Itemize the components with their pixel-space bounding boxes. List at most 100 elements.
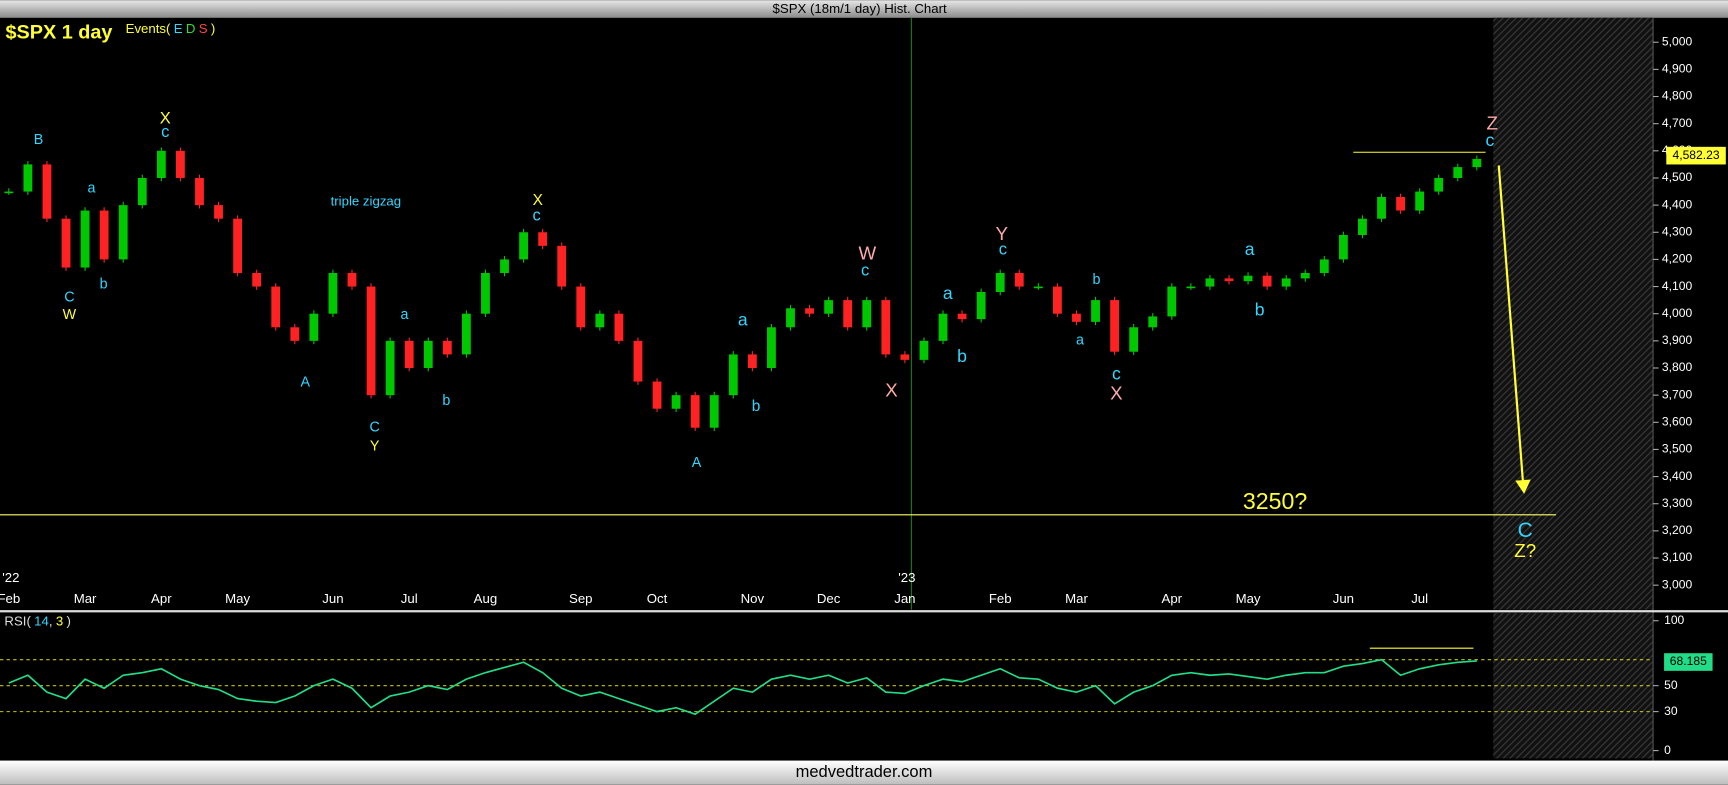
candle [1358,218,1367,235]
candle [252,272,262,287]
wave-label: b [442,393,450,409]
candle [1434,177,1444,192]
candle [519,232,528,260]
wave-label: 3250? [1243,488,1307,514]
x-tick-label: Aug [474,591,498,606]
candle [881,300,891,355]
candle [271,286,281,328]
candle [690,395,700,428]
candle [1033,286,1043,289]
x-tick-label: May [1236,591,1261,606]
events-d: D [186,20,196,35]
x-tick-label: Oct [647,591,668,606]
wave-label: Y [996,223,1009,244]
wave-label: Z? [1514,540,1536,561]
rsi-period: 14 [34,613,49,628]
wave-label: C [1518,519,1533,542]
candle [995,272,1005,292]
wave-label: X [885,379,898,400]
candle [195,177,204,206]
y-tick-label: 3,700 [1662,387,1693,401]
events-close: ) [211,20,215,35]
y-tick-label: 3,000 [1662,577,1693,591]
events-e: E [174,20,183,35]
wave-label: a [738,310,748,330]
wave-label: a [943,283,953,303]
footer-bar [0,760,1728,785]
candle [118,205,128,260]
y-tick-label: 5,000 [1662,34,1693,48]
candle [747,354,757,368]
candle [328,272,338,314]
candle [156,150,166,178]
future-area [1493,612,1654,759]
candle [900,354,910,360]
candle [233,218,243,273]
candle [423,340,433,368]
candle [1148,316,1158,328]
candle [767,327,776,368]
candle [442,340,452,355]
candle [976,291,986,320]
candle [1224,278,1234,282]
candle [500,259,509,273]
candle [61,218,71,268]
wave-label: b [957,346,967,366]
x-tick-label: Jun [322,591,343,606]
wave-label: c [861,261,869,280]
rsi-smooth: 3 [56,613,63,628]
rsi-close: ) [67,613,71,628]
candle [1186,286,1196,289]
y-tick-label: 4,800 [1662,89,1693,103]
candle [1453,167,1463,178]
y-tick-label: 4,100 [1662,279,1693,293]
candle [614,313,624,341]
y-tick-label: 0 [1664,743,1671,757]
y-tick-label: 3,400 [1662,469,1693,483]
wave-label: A [692,455,702,471]
y-tick-label: 3,500 [1662,442,1693,456]
events-legend: Events(E D S) [126,20,216,35]
year-label: '23 [898,570,915,585]
rsi-open: RSI( [4,613,31,628]
last-price-label: 4,582.23 [1672,148,1719,162]
candle [290,327,300,341]
candle [1091,300,1100,322]
x-tick-label: Jul [1411,591,1428,606]
candle [1415,191,1425,211]
x-tick-label: Apr [151,591,172,606]
candle [728,354,738,396]
wave-label: a [87,180,95,196]
wave-label: c [1486,130,1495,150]
candle [461,313,471,355]
x-tick-label: Feb [0,591,20,606]
wave-label: c [999,240,1007,259]
y-tick-label: 4,200 [1662,252,1693,266]
arrow-head [1515,479,1531,494]
x-tick-label: Feb [989,591,1012,606]
last-price-box [1666,146,1726,165]
candle [42,164,52,219]
wave-label: b [1093,272,1101,288]
candle [99,210,109,260]
y-tick-label: 4,400 [1662,197,1693,211]
candle [80,210,90,268]
candle [957,313,967,320]
events-open: Events( [126,20,171,35]
last-value-label: 68.185 [1670,654,1707,668]
x-tick-label: May [225,591,250,606]
x-tick-label: Jul [401,591,418,606]
wave-label: B [34,132,44,148]
candle [481,272,490,314]
rsi-line [8,658,1477,716]
wave-label: a [400,307,408,323]
candle [23,164,33,192]
candle [1472,158,1482,168]
candle [1110,300,1120,352]
candle [385,340,395,396]
candle [538,232,548,246]
candle [1243,275,1253,282]
x-tick-label: Apr [1162,591,1183,606]
rsi-sep: , [49,613,53,628]
